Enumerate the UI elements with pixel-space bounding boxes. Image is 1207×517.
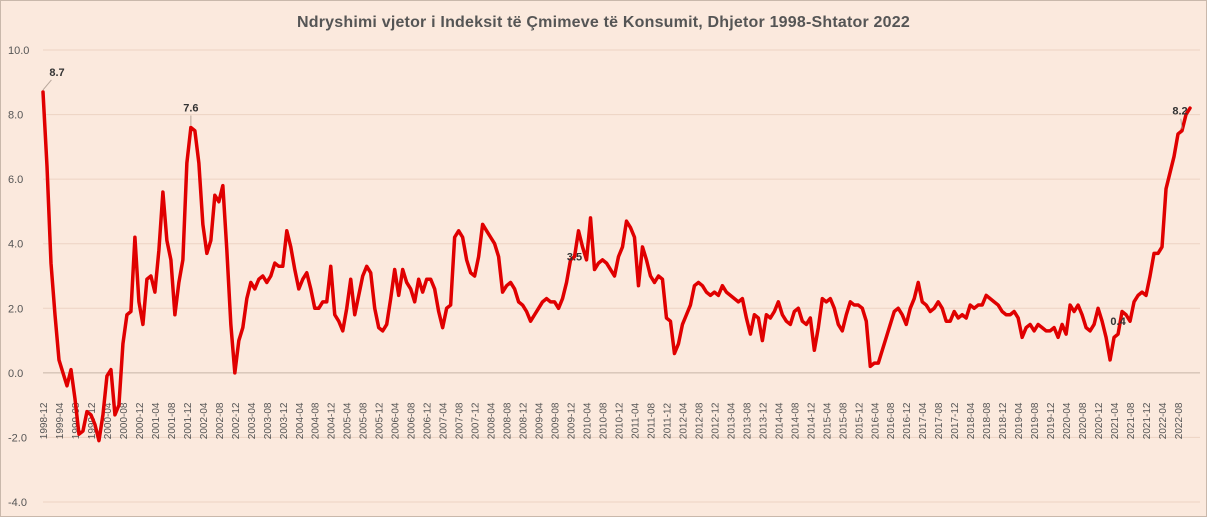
x-tick-label: 2004-04: [295, 402, 306, 439]
x-tick-label: 2003-08: [263, 402, 274, 439]
data-label: 8.7: [49, 67, 64, 79]
x-tick-label: 2018-04: [966, 402, 977, 439]
x-tick-label: 2013-08: [742, 402, 753, 439]
x-tick-label: 2008-12: [519, 402, 530, 439]
x-tick-label: 2020-04: [1062, 402, 1073, 439]
x-tick-label: 2008-04: [487, 402, 498, 439]
x-tick-label: 2007-08: [455, 402, 466, 439]
x-tick-label: 2017-08: [934, 402, 945, 439]
x-tick-label: 2002-04: [199, 402, 210, 439]
x-tick-label: 2003-04: [247, 402, 258, 439]
x-tick-label: 2022-04: [1158, 402, 1169, 439]
y-tick-label: 6.0: [8, 174, 23, 186]
label-leader-line: [1180, 118, 1183, 129]
x-tick-label: 2010-12: [614, 402, 625, 439]
x-tick-label: 2004-12: [327, 402, 338, 439]
chart-title: Ndryshimi vjetor i Indeksit të Çmimeve t…: [297, 14, 910, 31]
label-leader-line: [42, 79, 52, 91]
y-tick-label: 2.0: [8, 303, 23, 315]
x-tick-label: 2020-08: [1078, 402, 1089, 439]
x-tick-label: 2019-08: [1030, 402, 1041, 439]
y-tick-label: 4.0: [8, 239, 23, 251]
x-tick-label: 2021-04: [1110, 402, 1121, 439]
x-tick-label: 2018-12: [998, 402, 1009, 439]
x-tick-label: 2003-12: [279, 402, 290, 439]
x-tick-label: 2000-08: [119, 402, 130, 439]
data-label: 7.6: [183, 102, 198, 114]
x-tick-label: 2017-04: [918, 402, 929, 439]
x-tick-label: 2016-08: [886, 402, 897, 439]
x-tick-label: 2011-12: [662, 402, 673, 438]
x-tick-label: 2016-12: [902, 402, 913, 439]
x-tick-label: 2015-12: [854, 402, 865, 439]
x-tick-label: 2008-08: [503, 402, 514, 439]
x-tick-label: 2011-04: [630, 402, 641, 438]
series-layer: [41, 90, 1192, 443]
x-tick-label: 2014-08: [790, 402, 801, 439]
x-tick-label: 2000-04: [103, 402, 114, 439]
x-tick-label: 2005-04: [343, 402, 354, 439]
x-tick-label: 2012-08: [694, 402, 705, 439]
x-tick-label: 2019-04: [1014, 402, 1025, 439]
x-tick-label: 2006-08: [407, 402, 418, 439]
x-tick-label: 2006-12: [423, 402, 434, 439]
x-tick-label: 2007-04: [439, 402, 450, 439]
x-tick-label: 2005-12: [375, 402, 386, 439]
x-tick-label: 2001-08: [167, 402, 178, 439]
data-label: 8.2: [1172, 106, 1187, 118]
x-tick-label: 2014-12: [806, 402, 817, 439]
x-tick-label: 2014-04: [774, 402, 785, 439]
x-tick-label: 2000-12: [135, 402, 146, 439]
x-tick-label: 1999-04: [55, 402, 66, 439]
x-tick-label: 2021-08: [1126, 402, 1137, 439]
x-tick-label: 2007-12: [471, 402, 482, 439]
data-label: 3.5: [567, 252, 582, 264]
x-tick-label: 2006-04: [391, 402, 402, 439]
x-tick-label: 2012-04: [678, 402, 689, 439]
x-tick-label: 2017-12: [950, 402, 961, 439]
x-tick-label: 2009-12: [567, 402, 578, 439]
y-tick-label: -2.0: [8, 432, 27, 444]
x-tick-label: 2011-08: [646, 402, 657, 438]
x-tick-label: 2002-08: [215, 402, 226, 439]
x-tick-label: 2010-08: [599, 402, 610, 439]
x-tick-label: 2013-04: [726, 402, 737, 439]
x-tick-label: 2009-04: [535, 402, 546, 439]
y-tick-label: -4.0: [8, 497, 27, 509]
y-tick-label: 10.0: [8, 45, 29, 57]
x-tick-label: 2015-04: [822, 402, 833, 439]
x-tick-label: 2001-04: [151, 402, 162, 439]
x-tick-label: 2012-12: [710, 402, 721, 439]
x-tick-label: 2005-08: [359, 402, 370, 439]
x-tick-label: 2010-04: [583, 402, 594, 439]
x-tick-label: 2021-12: [1142, 402, 1153, 439]
data-labels: 8.7 7.6 3.5 0.4 8.2: [42, 67, 1188, 328]
cpi-series-line: [41, 90, 1192, 443]
x-tick-label: 2019-12: [1046, 402, 1057, 439]
x-tick-label: 2016-04: [870, 402, 881, 439]
x-tick-label: 2022-08: [1174, 402, 1185, 439]
x-tick-label: 2004-08: [311, 402, 322, 439]
x-tick-label: 1998-12: [39, 402, 50, 439]
x-tick-label: 2009-08: [551, 402, 562, 439]
y-tick-label: 0.0: [8, 368, 23, 380]
x-tick-label: 2001-12: [183, 402, 194, 439]
x-tick-label: 2020-12: [1094, 402, 1105, 439]
data-label: 0.4: [1110, 316, 1126, 328]
y-tick-label: 8.0: [8, 110, 23, 122]
x-tick-label: 2015-08: [838, 402, 849, 439]
x-tick-label: 2002-12: [231, 402, 242, 439]
x-tick-label: 2013-12: [758, 402, 769, 439]
x-tick-label: 2018-08: [982, 402, 993, 439]
x-axis-tick-labels: 1998-12 1999-04 1999-08 1999-12 2000-04 2000-…: [39, 402, 1185, 439]
y-axis-tick-labels: 10.0 8.0 6.0 4.0 2.0 0.0 -2.0 -4.0: [8, 45, 29, 509]
